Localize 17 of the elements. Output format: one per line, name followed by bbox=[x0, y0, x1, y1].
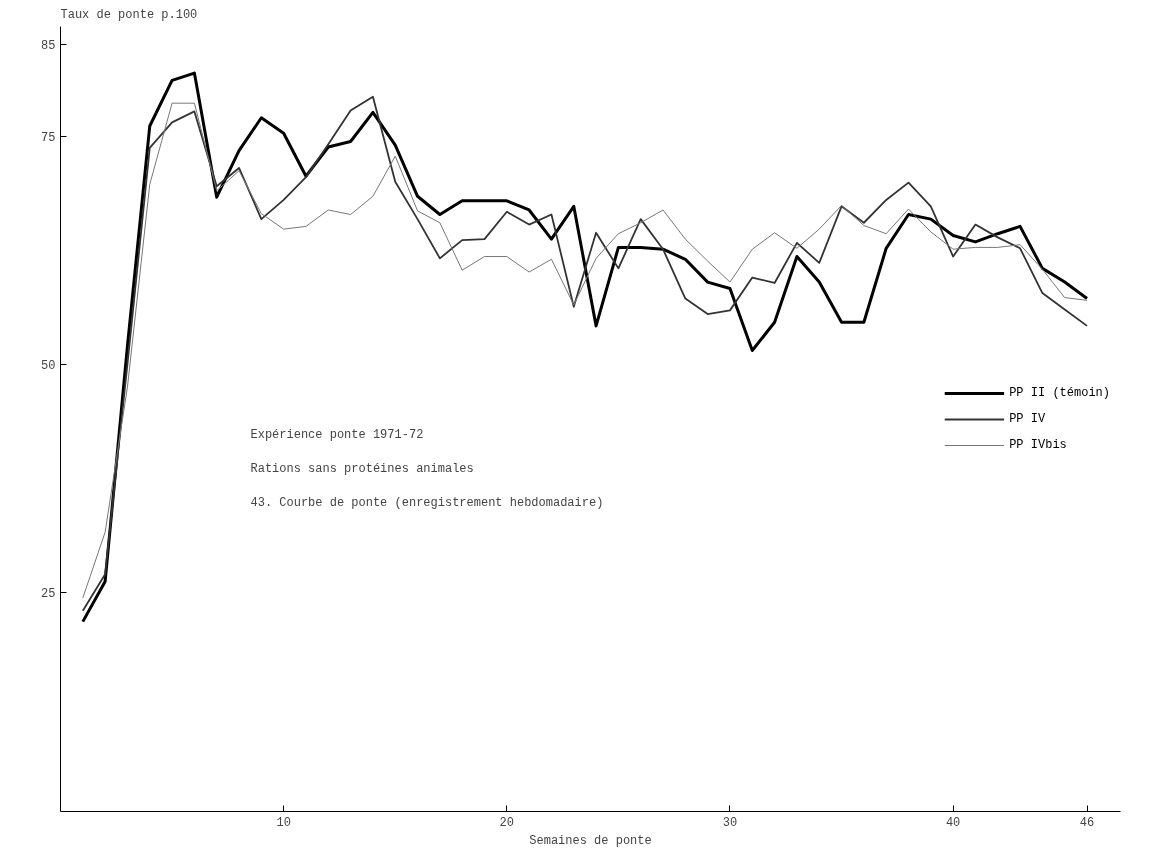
y-tick-label: 50 bbox=[41, 358, 56, 373]
y-tick-label: 85 bbox=[41, 39, 56, 54]
x-axis-title: Semaines de ponte bbox=[529, 833, 652, 848]
legend-label: PP IVbis bbox=[1009, 437, 1067, 452]
y-tick-label: 25 bbox=[41, 586, 56, 601]
x-tick-label: 30 bbox=[722, 815, 738, 830]
y-tick-label: 75 bbox=[41, 130, 56, 145]
annotation: 43. Courbe de ponte (enregistrement hebdomadaire) bbox=[250, 495, 604, 510]
x-tick-label: 46 bbox=[1079, 815, 1095, 830]
x-tick-label: 20 bbox=[499, 815, 515, 830]
y-axis-title: Taux de ponte p.100 bbox=[60, 7, 198, 22]
annotation: Rations sans protéines animales bbox=[250, 461, 474, 476]
legend-label: PP IV bbox=[1009, 411, 1046, 426]
annotation: Expérience ponte 1971-72 bbox=[250, 427, 424, 442]
legend-label: PP II (témoin) bbox=[1009, 385, 1110, 400]
x-tick-label: 10 bbox=[276, 815, 291, 830]
x-tick-label: 40 bbox=[945, 815, 961, 830]
